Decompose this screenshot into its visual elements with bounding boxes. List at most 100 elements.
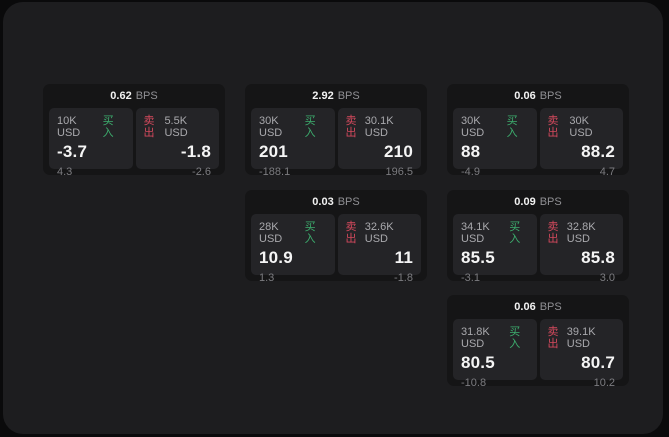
buy-panel-top: 28K USD 买入	[259, 221, 327, 245]
buy-price: 85.5	[461, 248, 495, 267]
buy-amount: 30K USD	[461, 115, 485, 139]
card-header: 0.06 BPS	[447, 295, 629, 319]
buy-panel-top: 34.1K USD 买入	[461, 221, 529, 245]
sell-panel-top: 卖出 30K USD	[548, 115, 616, 139]
quote-card: 0.06 BPS 31.8K USD 买入 80.5 -10.8 卖出 39.1…	[447, 295, 629, 389]
bps-unit-label: BPS	[337, 196, 360, 208]
buy-panel-top: 10K USD 买入	[57, 115, 125, 139]
sell-price: 11	[394, 248, 413, 267]
panels-row: 30K USD 买入 201 -188.1 卖出 30.1K USD 210 1…	[245, 108, 427, 178]
quote-card: 0.62 BPS 10K USD 买入 -3.7 4.3 卖出 5.5K USD	[43, 84, 225, 178]
sell-amount: 39.1K USD	[566, 326, 596, 350]
sell-price: 85.8	[581, 248, 615, 267]
card-header: 0.09 BPS	[447, 190, 629, 214]
sell-panel-top: 卖出 30.1K USD	[346, 115, 414, 139]
sell-panel[interactable]: 卖出 30K USD 88.2 4.7	[539, 108, 623, 178]
bps-value: 0.06	[514, 301, 536, 313]
card-header: 0.06 BPS	[447, 84, 629, 108]
buy-panel[interactable]: 28K USD 买入 10.9 1.3	[251, 214, 335, 284]
buy-panel[interactable]: 30K USD 买入 201 -188.1	[251, 108, 335, 178]
bps-unit-label: BPS	[135, 90, 158, 102]
buy-side-label: 买入	[509, 221, 521, 245]
sell-price: 210	[384, 142, 413, 161]
sell-side-label: 卖出	[345, 221, 357, 245]
buy-side-label: 买入	[509, 326, 521, 350]
sell-sub-value: -2.6	[192, 166, 211, 178]
buy-side-label: 买入	[102, 115, 114, 139]
sell-panel-top: 卖出 32.6K USD	[346, 221, 414, 245]
panels-row: 34.1K USD 买入 85.5 -3.1 卖出 32.8K USD 85.8…	[447, 214, 629, 284]
buy-price: -3.7	[57, 142, 88, 161]
sell-amount: 32.8K USD	[566, 221, 596, 245]
bps-value: 0.03	[312, 196, 334, 208]
sell-panel[interactable]: 卖出 5.5K USD -1.8 -2.6	[135, 108, 219, 178]
panels-row: 28K USD 买入 10.9 1.3 卖出 32.6K USD 11 -1.8	[245, 214, 427, 284]
sell-panel-top: 卖出 5.5K USD	[144, 115, 212, 139]
sell-panel-top: 卖出 39.1K USD	[548, 326, 616, 350]
sell-sub-value: 10.2	[593, 377, 615, 389]
sell-price: 88.2	[581, 142, 615, 161]
bps-value: 0.06	[514, 90, 536, 102]
sell-amount: 5.5K USD	[164, 115, 188, 139]
panels-row: 30K USD 买入 88 -4.9 卖出 30K USD 88.2 4.7	[447, 108, 629, 178]
buy-panel-top: 31.8K USD 买入	[461, 326, 529, 350]
buy-price: 80.5	[461, 353, 495, 372]
buy-amount: 10K USD	[57, 115, 81, 139]
quote-card-grid: 0.62 BPS 10K USD 买入 -3.7 4.3 卖出 5.5K USD	[3, 2, 663, 434]
bps-value: 0.62	[110, 90, 132, 102]
buy-panel[interactable]: 30K USD 买入 88 -4.9	[453, 108, 537, 178]
buy-sub-value: -10.8	[461, 377, 487, 389]
buy-panel-top: 30K USD 买入	[461, 115, 529, 139]
bps-unit-label: BPS	[539, 301, 562, 313]
buy-panel-top: 30K USD 买入	[259, 115, 327, 139]
bps-unit-label: BPS	[539, 196, 562, 208]
panels-row: 10K USD 买入 -3.7 4.3 卖出 5.5K USD -1.8 -2.…	[43, 108, 225, 178]
buy-amount: 34.1K USD	[461, 221, 490, 245]
buy-sub-value: -4.9	[461, 166, 480, 178]
buy-sub-value: 4.3	[57, 166, 73, 178]
quote-card: 2.92 BPS 30K USD 买入 201 -188.1 卖出 30.1K …	[245, 84, 427, 178]
buy-price: 201	[259, 142, 288, 161]
sell-amount: 32.6K USD	[364, 221, 394, 245]
card-header: 0.03 BPS	[245, 190, 427, 214]
sell-sub-value: -1.8	[394, 272, 413, 284]
buy-amount: 30K USD	[259, 115, 283, 139]
sell-side-label: 卖出	[547, 115, 559, 139]
app-surface: 0.62 BPS 10K USD 买入 -3.7 4.3 卖出 5.5K USD	[3, 2, 663, 434]
sell-panel[interactable]: 卖出 39.1K USD 80.7 10.2	[539, 319, 623, 389]
buy-panel[interactable]: 10K USD 买入 -3.7 4.3	[49, 108, 133, 178]
sell-price: 80.7	[581, 353, 615, 372]
bps-value: 0.09	[514, 196, 536, 208]
sell-side-label: 卖出	[547, 221, 559, 245]
card-header: 0.62 BPS	[43, 84, 225, 108]
buy-panel[interactable]: 34.1K USD 买入 85.5 -3.1	[453, 214, 537, 284]
quote-card: 0.03 BPS 28K USD 买入 10.9 1.3 卖出 32.6K US…	[245, 190, 427, 284]
buy-sub-value: 1.3	[259, 272, 275, 284]
buy-price: 10.9	[259, 248, 293, 267]
bps-unit-label: BPS	[337, 90, 360, 102]
sell-panel[interactable]: 卖出 32.6K USD 11 -1.8	[337, 214, 421, 284]
quote-card: 0.09 BPS 34.1K USD 买入 85.5 -3.1 卖出 32.8K…	[447, 190, 629, 284]
buy-sub-value: -3.1	[461, 272, 480, 284]
sell-sub-value: 196.5	[385, 166, 413, 178]
sell-side-label: 卖出	[547, 326, 559, 350]
buy-side-label: 买入	[304, 115, 316, 139]
sell-panel[interactable]: 卖出 32.8K USD 85.8 3.0	[539, 214, 623, 284]
sell-panel[interactable]: 卖出 30.1K USD 210 196.5	[337, 108, 421, 178]
panels-row: 31.8K USD 买入 80.5 -10.8 卖出 39.1K USD 80.…	[447, 319, 629, 389]
bps-value: 2.92	[312, 90, 334, 102]
sell-sub-value: 4.7	[599, 166, 615, 178]
buy-panel[interactable]: 31.8K USD 买入 80.5 -10.8	[453, 319, 537, 389]
sell-side-label: 卖出	[345, 115, 357, 139]
sell-amount: 30.1K USD	[364, 115, 394, 139]
buy-amount: 31.8K USD	[461, 326, 490, 350]
sell-amount: 30K USD	[569, 115, 593, 139]
sell-panel-top: 卖出 32.8K USD	[548, 221, 616, 245]
buy-side-label: 买入	[304, 221, 316, 245]
buy-side-label: 买入	[506, 115, 518, 139]
bps-unit-label: BPS	[539, 90, 562, 102]
buy-amount: 28K USD	[259, 221, 283, 245]
card-header: 2.92 BPS	[245, 84, 427, 108]
buy-sub-value: -188.1	[259, 166, 291, 178]
sell-side-label: 卖出	[143, 115, 155, 139]
